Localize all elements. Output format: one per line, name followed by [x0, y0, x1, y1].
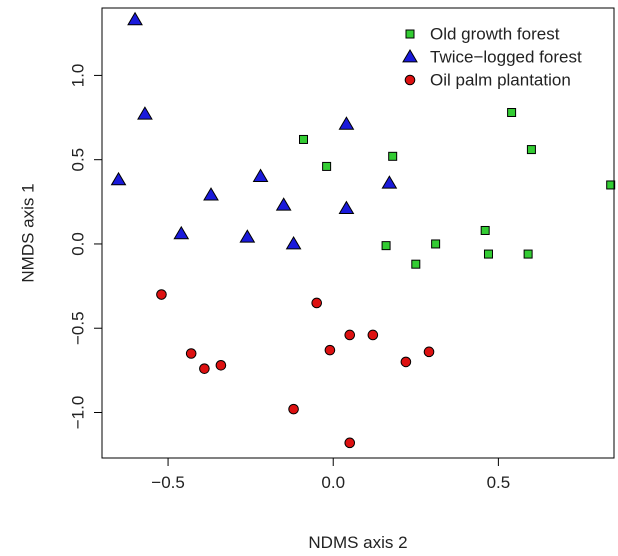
legend-square-marker: [405, 29, 415, 39]
circle-point: [367, 329, 379, 341]
square-point: [606, 180, 616, 190]
circle-point: [324, 344, 336, 356]
circle-point: [185, 348, 197, 359]
triangle-point: [252, 168, 269, 182]
legend-label: Twice−logged forest: [430, 48, 582, 67]
circle-point: [344, 329, 356, 341]
circle-point: [400, 356, 412, 368]
x-tick-label: 0.5: [487, 473, 511, 492]
circle-point: [344, 437, 356, 449]
legend: Old growth forest Twice−logged forest Oil …: [402, 25, 582, 90]
circle-point: [311, 297, 323, 309]
triangle-point: [239, 229, 256, 243]
triangle-point: [381, 175, 398, 189]
square-point: [483, 249, 493, 259]
y-tick-label: −0.5: [69, 311, 88, 345]
square-point: [431, 239, 441, 249]
triangle-point: [338, 200, 355, 214]
circle-point: [199, 363, 210, 374]
plot-frame: [101, 7, 615, 459]
y-tick-label: 0.5: [69, 148, 88, 172]
y-tick-label: 0.0: [69, 232, 88, 256]
triangle-point: [127, 11, 143, 26]
circle-point: [423, 346, 435, 358]
circle-point: [156, 289, 167, 300]
square-point: [526, 145, 536, 155]
y-tick-label: −1.0: [69, 396, 88, 430]
triangle-point: [338, 116, 355, 130]
x-axis-title: NDMS axis 2: [308, 533, 407, 552]
y-tick-label: 1.0: [69, 64, 88, 88]
triangle-point: [203, 187, 219, 201]
square-point: [298, 134, 308, 144]
triangle-point: [110, 171, 127, 186]
square-point: [411, 259, 421, 269]
triangle-point: [275, 197, 292, 211]
square-point: [480, 225, 490, 235]
legend-circle-marker: [404, 74, 416, 86]
ticks-layer: −0.5 0.0 0.5 −1.0 −0.5 0.0 0.5 1.0: [69, 64, 511, 492]
square-point: [523, 249, 533, 259]
points-layer: [110, 11, 616, 449]
legend-label: Oil palm plantation: [430, 71, 571, 90]
triangle-point: [137, 106, 153, 120]
triangle-point: [173, 225, 190, 240]
x-tick-label: 0.0: [321, 473, 345, 492]
legend-label: Old growth forest: [430, 25, 560, 44]
circle-point: [288, 403, 299, 415]
square-point: [388, 151, 398, 161]
legend-triangle-marker: [402, 49, 418, 63]
square-point: [381, 241, 391, 251]
x-tick-label: −0.5: [151, 473, 185, 492]
circle-point: [215, 360, 227, 371]
square-point: [507, 107, 517, 117]
y-axis-title: NMDS axis 1: [19, 183, 38, 282]
square-point: [322, 161, 332, 171]
triangle-point: [285, 235, 302, 250]
